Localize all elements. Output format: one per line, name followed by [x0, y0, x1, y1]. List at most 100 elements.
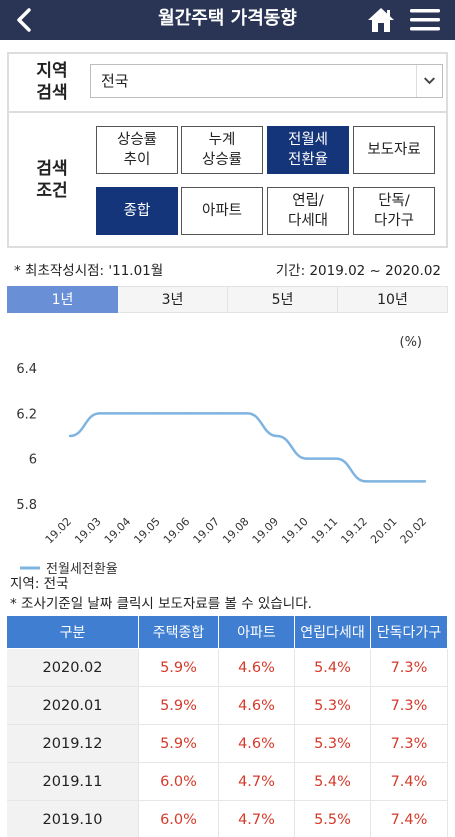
y-tick-label: 5.8: [16, 498, 37, 513]
cell-row-house: 5.4%: [295, 763, 371, 801]
series-point: [394, 480, 397, 483]
series-point: [246, 412, 249, 415]
cell-apartment: 4.6%: [219, 687, 295, 725]
x-tick-label: 19.10: [279, 515, 310, 546]
y-tick-label: 6.2: [16, 407, 37, 422]
series-point: [335, 457, 338, 460]
cell-row-house: 5.3%: [295, 687, 371, 725]
tab-5-years[interactable]: 5년: [228, 286, 338, 313]
type-button-detached[interactable]: 단독/ 다가구: [353, 187, 435, 235]
x-tick-label: 19.02: [43, 515, 74, 546]
page-title: 월간주택 가격동향: [158, 8, 297, 29]
table-row[interactable]: 2019.10 6.0% 4.7% 5.5% 7.4%: [7, 801, 448, 837]
x-tick-label: 19.05: [131, 515, 162, 546]
series-point: [68, 434, 72, 438]
cell-apartment: 4.6%: [219, 725, 295, 763]
type-button-apartment[interactable]: 아파트: [181, 187, 263, 235]
region-search-label: 지역 검색: [36, 61, 68, 103]
first-created-note: * 최초작성시점: '11.01월: [14, 263, 164, 279]
cell-row-house: 5.3%: [295, 725, 371, 763]
x-tick-label: 19.06: [161, 515, 192, 546]
cell-apartment: 4.7%: [219, 801, 295, 837]
y-tick-label: 6.4: [16, 362, 37, 377]
cell-detached: 7.3%: [371, 649, 448, 687]
series-line: [69, 412, 425, 483]
region-note: 지역: 전국: [10, 576, 69, 592]
cell-detached: 7.3%: [371, 725, 448, 763]
cell-row-house: 5.5%: [295, 801, 371, 837]
series-point: [127, 412, 131, 415]
press-release-hint: * 조사기준일 날짜 클릭시 보도자료를 볼 수 있습니다.: [10, 596, 312, 612]
header-row-house: 연립다세대: [295, 616, 371, 649]
condition-button-growth-trend[interactable]: 상승률 추이: [96, 126, 178, 174]
back-chevron-icon[interactable]: [10, 4, 38, 36]
row-date-link[interactable]: 2020.01: [7, 687, 139, 725]
cell-row-house: 5.4%: [295, 649, 371, 687]
x-tick-label: 20.02: [398, 515, 429, 546]
condition-button-cumulative[interactable]: 누계 상승률: [181, 126, 263, 174]
tab-3-years[interactable]: 3년: [118, 286, 228, 313]
table-row[interactable]: 2019.11 6.0% 4.7% 5.4% 7.4%: [7, 763, 448, 801]
panel-divider: [9, 111, 446, 113]
tab-1-year[interactable]: 1년: [7, 286, 118, 313]
cell-total-housing: 5.9%: [139, 649, 219, 687]
series-point: [305, 457, 308, 460]
legend-label: 전월세전환율: [46, 562, 118, 576]
series-point: [98, 412, 101, 415]
y-tick-label: 6: [29, 453, 37, 468]
app-header: 월간주택 가격동향: [0, 0, 455, 40]
cell-detached: 7.4%: [371, 763, 448, 801]
cell-total-housing: 6.0%: [139, 763, 219, 801]
series-point: [187, 412, 190, 415]
x-tick-label: 19.04: [102, 515, 133, 546]
series-point: [275, 434, 279, 438]
row-date-link[interactable]: 2020.02: [7, 649, 139, 687]
conversion-rate-chart: (%) 6.46.265.819.0219.0319.0419.0519.061…: [16, 335, 429, 576]
x-tick-label: 19.11: [309, 515, 340, 546]
series-point: [423, 480, 427, 483]
cell-detached: 7.4%: [371, 801, 448, 837]
series-point: [364, 480, 368, 483]
x-tick-label: 19.07: [191, 515, 222, 546]
type-button-total[interactable]: 종합: [96, 187, 178, 235]
series-point: [157, 412, 160, 415]
x-tick-label: 19.03: [72, 515, 103, 546]
condition-label: 검색 조건: [36, 159, 68, 201]
search-panel: 지역 검색 전국 검색 조건 상승률 추이 누계 상승률 전월세 전환율 보도자…: [7, 52, 448, 248]
period-tabs: 1년 3년 5년 10년: [7, 286, 448, 313]
region-select[interactable]: 전국: [90, 64, 443, 98]
series-point: [216, 412, 220, 415]
condition-button-conversion-rate[interactable]: 전월세 전환율: [267, 126, 349, 174]
cell-total-housing: 5.9%: [139, 687, 219, 725]
table-row[interactable]: 2020.01 5.9% 4.6% 5.3% 7.3%: [7, 687, 448, 725]
table-header-row: 구분 주택종합 아파트 연립다세대 단독다가구: [7, 616, 448, 649]
cell-apartment: 4.6%: [219, 649, 295, 687]
cell-apartment: 4.7%: [219, 763, 295, 801]
table-row[interactable]: 2020.02 5.9% 4.6% 5.4% 7.3%: [7, 649, 448, 687]
row-date-link[interactable]: 2019.11: [7, 763, 139, 801]
hamburger-menu-icon[interactable]: [409, 8, 441, 32]
x-tick-label: 20.01: [368, 515, 399, 546]
condition-button-press-release[interactable]: 보도자료: [353, 126, 435, 174]
home-icon[interactable]: [366, 6, 396, 34]
header-apartment: 아파트: [219, 616, 295, 649]
period-note: 기간: 2019.02 ~ 2020.02: [275, 263, 441, 279]
x-tick-label: 19.08: [220, 515, 251, 546]
cell-total-housing: 5.9%: [139, 725, 219, 763]
table-row[interactable]: 2019.12 5.9% 4.6% 5.3% 7.3%: [7, 725, 448, 763]
cell-detached: 7.3%: [371, 687, 448, 725]
cell-total-housing: 6.0%: [139, 801, 219, 837]
tab-10-years[interactable]: 10년: [338, 286, 448, 313]
conversion-rate-table: 구분 주택종합 아파트 연립다세대 단독다가구 2020.02 5.9% 4.6…: [7, 616, 448, 837]
type-button-row-house[interactable]: 연립/ 다세대: [267, 187, 349, 235]
x-tick-label: 19.09: [250, 515, 281, 546]
x-tick-label: 19.12: [338, 515, 369, 546]
region-select-value: 전국: [101, 72, 129, 90]
header-period: 구분: [7, 616, 139, 649]
header-total-housing: 주택종합: [139, 616, 219, 649]
chevron-down-icon: [416, 65, 435, 97]
header-detached: 단독다가구: [371, 616, 448, 649]
row-date-link[interactable]: 2019.10: [7, 801, 139, 837]
row-date-link[interactable]: 2019.12: [7, 725, 139, 763]
chart-unit-label: (%): [400, 335, 423, 350]
